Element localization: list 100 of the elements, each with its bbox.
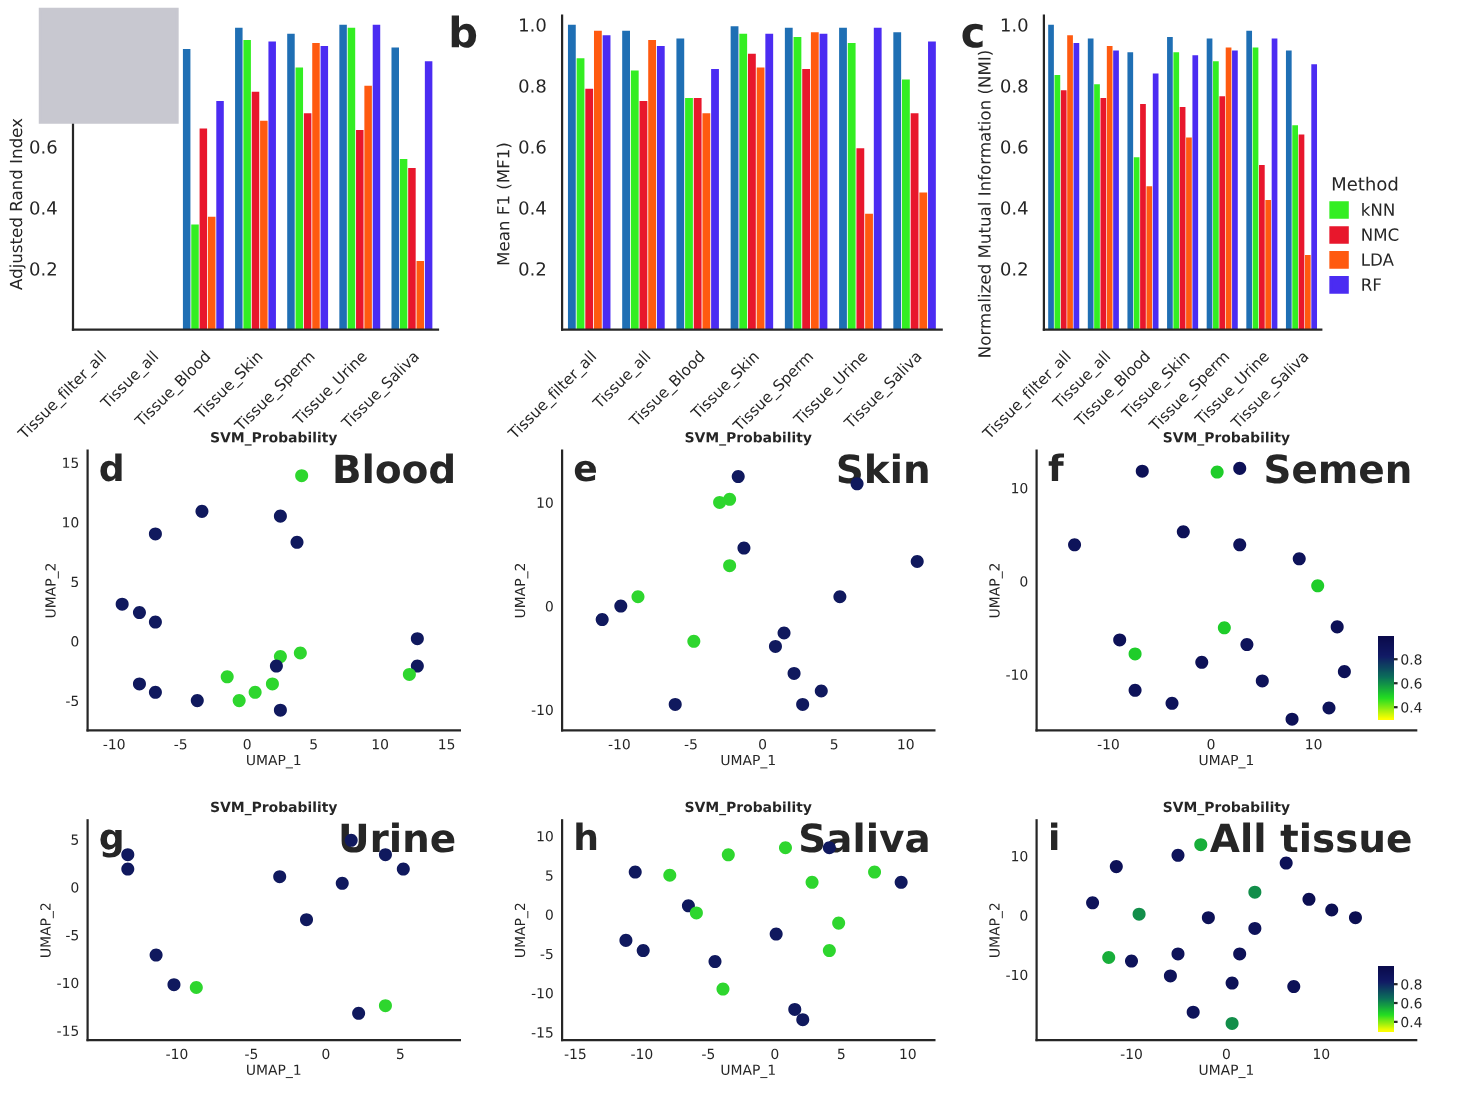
point — [1171, 848, 1185, 862]
point — [796, 1013, 810, 1027]
y-tick-label: 1.0 — [520, 18, 546, 32]
point — [402, 667, 416, 681]
point — [410, 632, 424, 646]
bar — [320, 46, 329, 330]
bar — [260, 120, 268, 330]
y-tick-label: 0.4 — [1001, 201, 1028, 215]
point — [894, 875, 908, 889]
point — [1240, 638, 1254, 652]
point — [352, 1006, 366, 1020]
y-tick-label: 0.6 — [30, 140, 57, 154]
point — [1233, 538, 1247, 552]
annotation: Skin — [838, 453, 928, 484]
bar — [199, 128, 208, 330]
y-tick-label: 1.0 — [1001, 18, 1028, 32]
point — [189, 981, 203, 995]
point — [796, 697, 810, 711]
point — [663, 868, 677, 882]
point — [723, 559, 737, 573]
bar — [1106, 46, 1113, 330]
bar — [1087, 38, 1094, 330]
bar — [648, 39, 657, 330]
bar — [391, 47, 399, 330]
point — [1285, 712, 1299, 726]
point — [232, 694, 246, 708]
point — [148, 685, 162, 699]
point — [1292, 552, 1306, 566]
point — [1186, 1005, 1200, 1019]
point — [295, 469, 309, 483]
bar — [191, 224, 199, 330]
bar — [748, 53, 756, 330]
point — [378, 999, 392, 1013]
bar — [182, 49, 191, 330]
point — [265, 677, 279, 691]
bar — [303, 113, 312, 330]
point — [713, 495, 727, 509]
point — [689, 906, 703, 920]
point — [1233, 461, 1247, 475]
point — [1124, 954, 1139, 968]
bar — [339, 24, 347, 330]
point — [1225, 1016, 1239, 1030]
point — [778, 841, 792, 855]
bar — [919, 192, 928, 330]
y-axis-title: Mean F1 (MF1) — [496, 143, 512, 265]
point — [1135, 464, 1149, 478]
bar — [424, 61, 433, 330]
bar — [839, 27, 847, 330]
legend-label: RF — [1362, 278, 1381, 291]
legend-title: Method — [1332, 176, 1398, 191]
point — [1337, 665, 1351, 679]
point — [1194, 838, 1208, 852]
point — [248, 685, 262, 699]
point — [1210, 465, 1224, 479]
point — [273, 509, 287, 523]
bar — [1140, 103, 1146, 330]
bar — [1304, 254, 1311, 330]
point — [708, 955, 722, 969]
point — [1086, 896, 1100, 910]
point — [769, 927, 783, 941]
point — [167, 978, 181, 992]
bar — [1246, 30, 1253, 330]
point — [1165, 696, 1179, 710]
bar — [685, 97, 693, 330]
annotation: Semen — [1266, 454, 1410, 484]
bar — [802, 68, 811, 330]
point — [788, 1002, 802, 1016]
point — [1128, 647, 1142, 661]
annotation: h — [576, 822, 597, 850]
bar — [602, 35, 611, 330]
bar — [1152, 73, 1159, 330]
point — [805, 875, 819, 889]
point — [290, 535, 304, 549]
bar — [1265, 200, 1272, 330]
point — [1176, 525, 1190, 539]
bar — [1259, 164, 1265, 330]
bar — [630, 70, 639, 330]
bar — [1311, 64, 1318, 330]
point — [1248, 921, 1262, 935]
y-tick-label: 0.6 — [519, 140, 546, 154]
point — [668, 697, 682, 711]
bar — [810, 32, 819, 330]
text: b — [451, 15, 477, 48]
bar — [1048, 24, 1054, 330]
bar — [1186, 137, 1192, 330]
bar — [1285, 50, 1292, 330]
point — [190, 694, 204, 708]
bar — [295, 67, 304, 330]
bar — [1167, 36, 1173, 330]
point — [833, 590, 847, 604]
point — [335, 876, 349, 890]
bar — [567, 24, 576, 330]
bar — [235, 27, 243, 330]
annotation: e — [574, 460, 597, 482]
bar — [1173, 52, 1180, 330]
point — [1279, 856, 1293, 870]
point — [132, 606, 146, 620]
bar — [243, 39, 251, 330]
point — [1287, 980, 1301, 994]
point — [1109, 860, 1123, 874]
